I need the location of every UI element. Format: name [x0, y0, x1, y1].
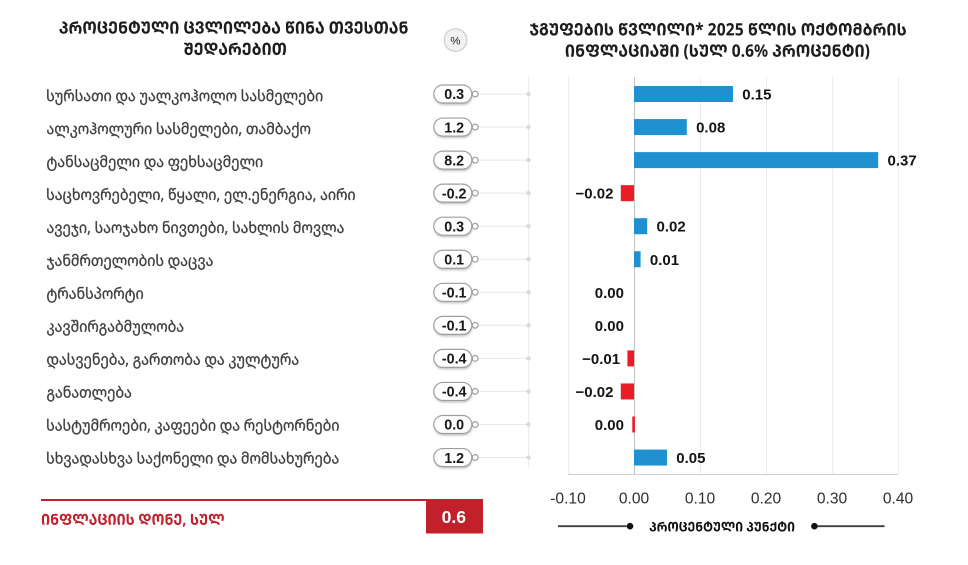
svg-text:-0.4: -0.4: [442, 352, 467, 368]
svg-text:-0.1: -0.1: [442, 319, 467, 335]
svg-text:0.10: 0.10: [685, 490, 716, 507]
svg-text:0.15: 0.15: [742, 87, 771, 104]
svg-text:0.05: 0.05: [676, 450, 705, 467]
svg-text:0.01: 0.01: [650, 252, 679, 269]
svg-text:1.2: 1.2: [444, 120, 464, 136]
svg-text:−0.02: −0.02: [576, 384, 614, 401]
svg-text:0.20: 0.20: [751, 490, 782, 507]
svg-text:−0.02: −0.02: [576, 186, 614, 203]
svg-text:0.0: 0.0: [444, 418, 464, 434]
svg-text:0.3: 0.3: [444, 87, 464, 103]
svg-text:−0.01: −0.01: [582, 351, 620, 368]
svg-text:-0.4: -0.4: [442, 385, 467, 401]
svg-text:%: %: [450, 36, 460, 48]
svg-text:0.00: 0.00: [619, 490, 650, 507]
svg-text:0.00: 0.00: [595, 318, 624, 335]
svg-text:0.00: 0.00: [595, 285, 624, 302]
svg-text:0.00: 0.00: [595, 417, 624, 434]
svg-text:-0.1: -0.1: [442, 286, 467, 302]
svg-text:0.40: 0.40: [883, 490, 914, 507]
svg-text:0.37: 0.37: [888, 153, 917, 170]
svg-text:0.3: 0.3: [444, 219, 464, 235]
svg-text:8.2: 8.2: [444, 153, 464, 169]
svg-text:0.08: 0.08: [696, 120, 725, 137]
svg-text:0.1: 0.1: [444, 252, 464, 268]
svg-text:0.6: 0.6: [442, 507, 467, 527]
svg-text:-0.2: -0.2: [442, 186, 467, 202]
svg-text:-0.10: -0.10: [550, 490, 586, 507]
svg-text:1.2: 1.2: [444, 451, 464, 467]
svg-text:0.30: 0.30: [817, 490, 848, 507]
svg-text:0.02: 0.02: [657, 219, 686, 236]
